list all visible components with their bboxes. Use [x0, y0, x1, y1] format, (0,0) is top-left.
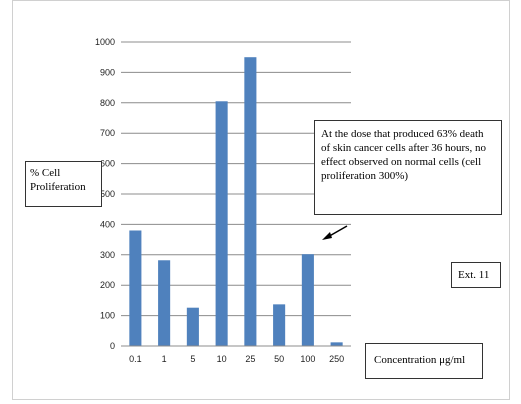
x-axis-categories: 0.1 1 5 10 25 50 100 250 [129, 354, 344, 364]
bar-1 [158, 260, 171, 346]
x-category-label: 250 [329, 354, 344, 364]
y-tick-label: 600 [100, 159, 115, 169]
y-axis-label: % Cell Proliferation [25, 161, 102, 207]
bar-250 [330, 342, 343, 346]
x-category-label: 25 [245, 354, 255, 364]
bar-10 [215, 101, 228, 346]
annotation-arrow [322, 225, 348, 240]
y-tick-label: 0 [110, 341, 115, 351]
bar-25 [244, 57, 257, 346]
bars [129, 57, 343, 346]
y-tick-label: 800 [100, 98, 115, 108]
y-tick-label: 900 [100, 67, 115, 77]
x-category-label: 1 [162, 354, 167, 364]
bar-50 [273, 304, 286, 346]
chart-frame [12, 0, 510, 400]
x-category-label: 50 [274, 354, 284, 364]
y-tick-label: 300 [100, 250, 115, 260]
bar-0.1 [129, 230, 142, 346]
x-axis-label: Concentration μg/ml [365, 343, 483, 379]
y-tick-label: 500 [100, 189, 115, 199]
extract-tag: Ext. 11 [451, 262, 501, 288]
x-category-label: 0.1 [129, 354, 142, 364]
y-tick-label: 700 [100, 128, 115, 138]
y-tick-label: 200 [100, 280, 115, 290]
y-tick-label: 1000 [95, 37, 115, 47]
bar-5 [186, 307, 199, 346]
y-axis-ticks: 0 100 200 300 400 500 600 700 800 900 1000 [95, 37, 115, 351]
x-category-label: 10 [217, 354, 227, 364]
annotation-text: At the dose that produced 63% death of s… [314, 120, 502, 215]
y-tick-label: 100 [100, 311, 115, 321]
bar-100 [301, 254, 314, 346]
y-tick-label: 400 [100, 219, 115, 229]
x-category-label: 5 [190, 354, 195, 364]
x-category-label: 100 [300, 354, 315, 364]
